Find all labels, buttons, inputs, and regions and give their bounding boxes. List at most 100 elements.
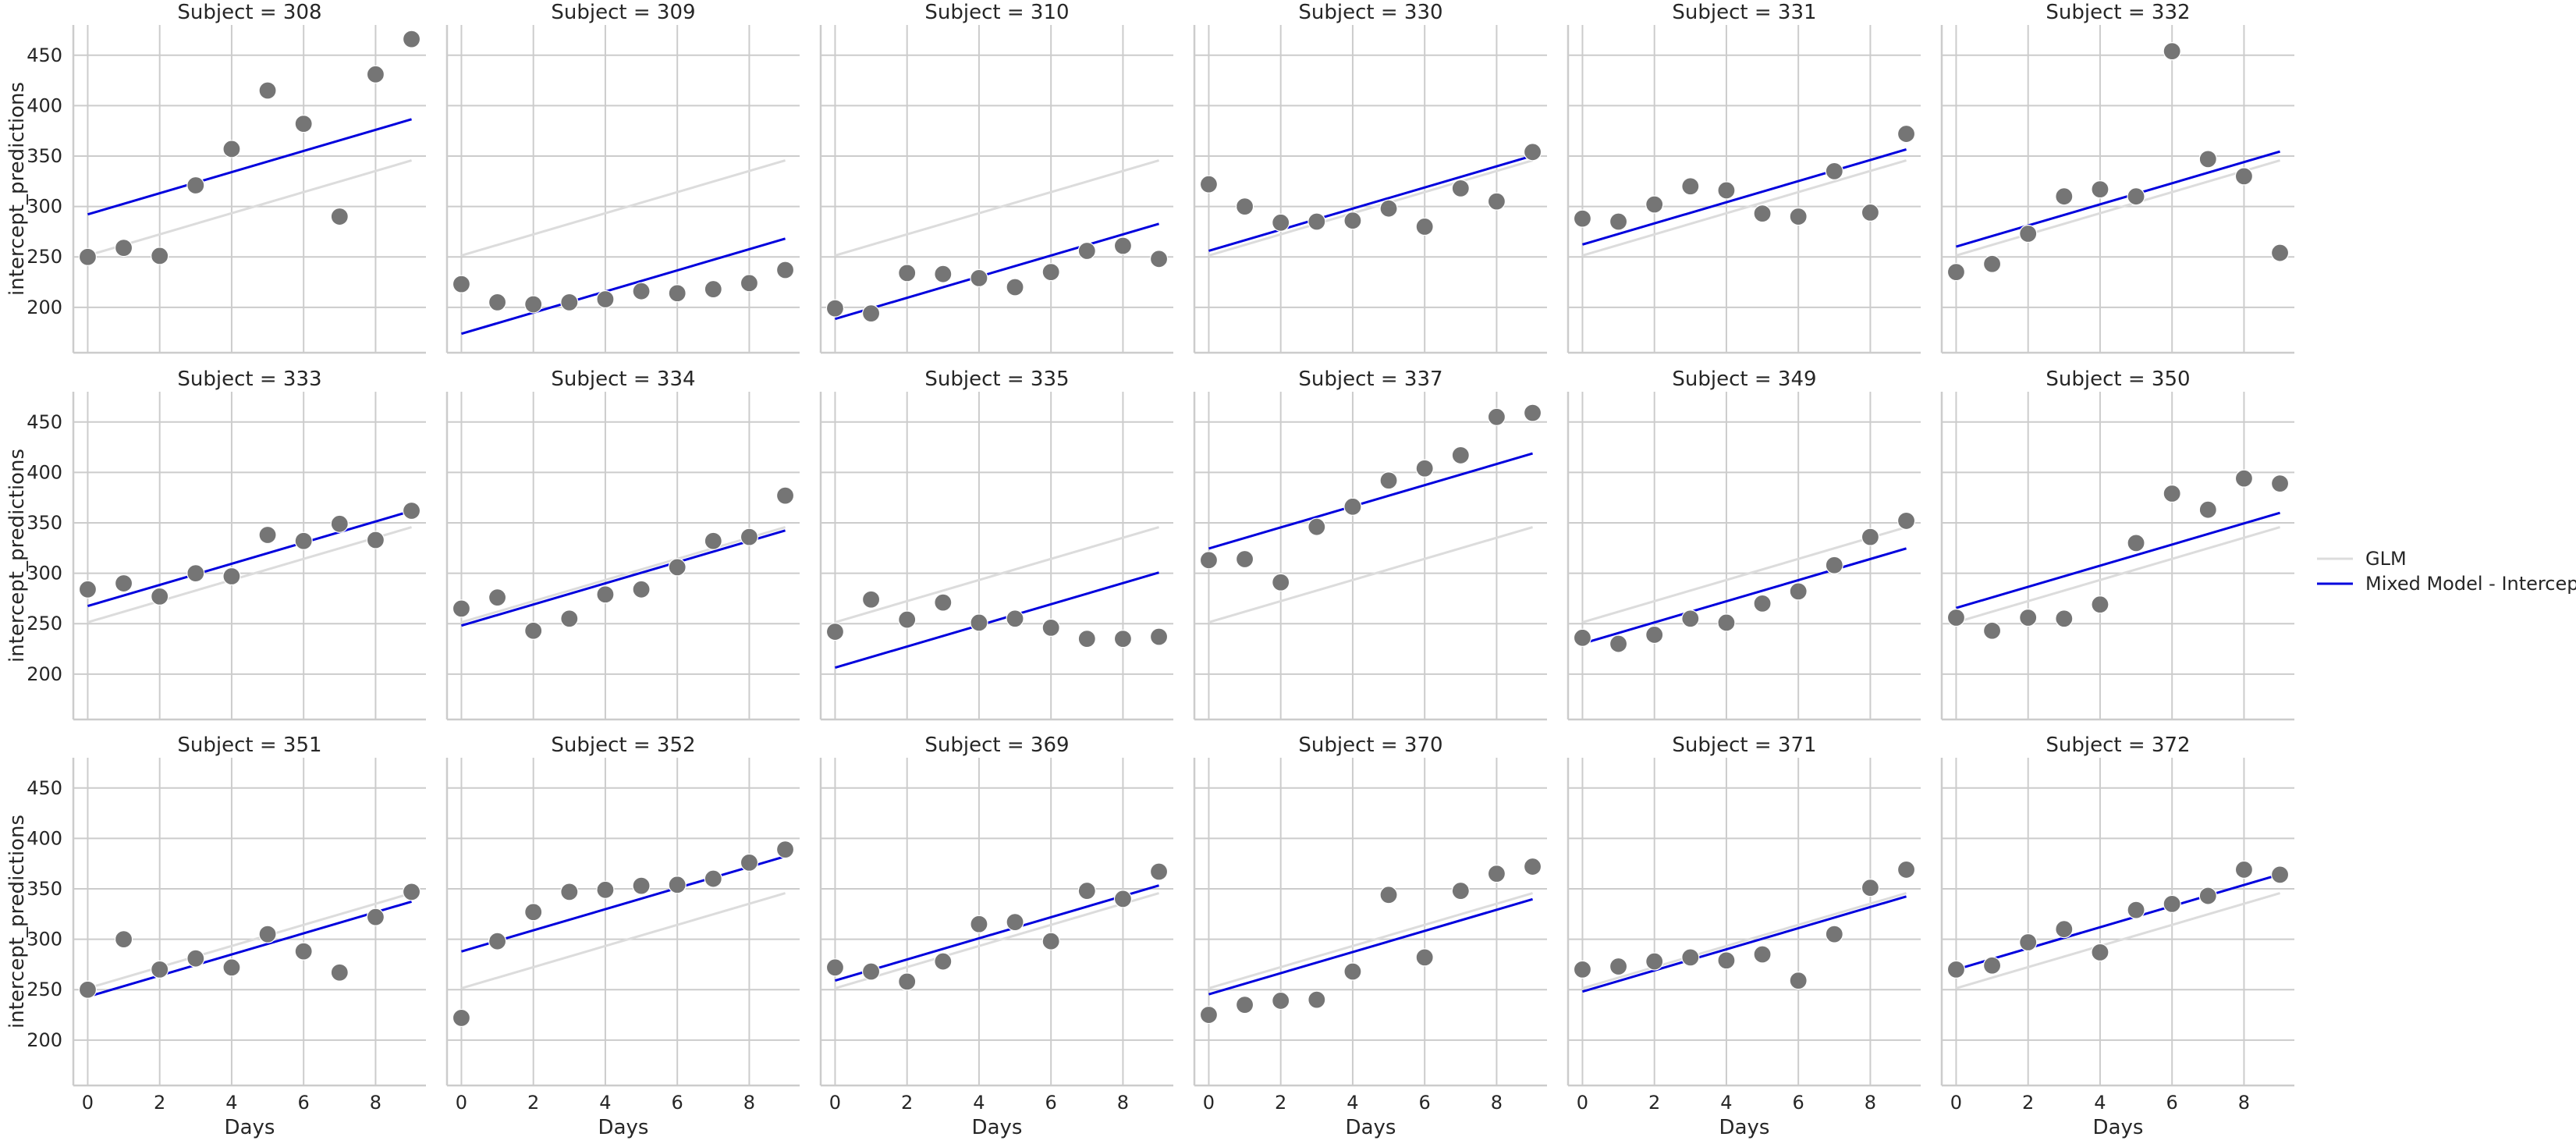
data-point bbox=[1861, 879, 1880, 897]
data-point bbox=[258, 81, 277, 100]
data-point bbox=[1077, 881, 1096, 901]
glm-line bbox=[1208, 526, 1533, 624]
y-tick-label: 450 bbox=[27, 44, 62, 66]
panel-title: Subject = 330 bbox=[1298, 1, 1442, 24]
data-point bbox=[632, 876, 651, 895]
x-tick-label: 8 bbox=[1491, 1092, 1503, 1114]
data-point bbox=[1825, 162, 1843, 180]
data-point bbox=[1451, 881, 1470, 901]
mixed-model-line bbox=[835, 222, 1159, 321]
x-tick-label: 4 bbox=[973, 1092, 985, 1114]
panel-title: Subject = 349 bbox=[1672, 368, 1816, 391]
x-tick-label: 4 bbox=[599, 1092, 611, 1114]
data-point bbox=[2127, 187, 2145, 206]
data-point bbox=[524, 903, 543, 922]
panel-title: Subject = 335 bbox=[924, 368, 1069, 391]
data-point bbox=[151, 960, 169, 979]
data-point bbox=[1789, 582, 1808, 601]
data-point bbox=[825, 958, 845, 977]
data-point bbox=[560, 609, 579, 628]
data-point bbox=[186, 949, 205, 968]
x-tick-label: 0 bbox=[456, 1092, 467, 1114]
x-axis-label: Days bbox=[225, 1116, 275, 1139]
data-point bbox=[861, 304, 881, 323]
mixed-model-line bbox=[461, 237, 786, 336]
data-point bbox=[1717, 181, 1736, 200]
panel: Subject = 370 0 2 4 6 8 Days bbox=[1193, 734, 1547, 1139]
data-point bbox=[1272, 213, 1290, 232]
data-point bbox=[1573, 960, 1592, 979]
x-tick-label: 8 bbox=[370, 1092, 381, 1114]
glm-line bbox=[835, 159, 1159, 257]
data-point bbox=[1609, 957, 1628, 976]
y-tick-label: 250 bbox=[27, 246, 62, 268]
glm-line bbox=[1582, 159, 1907, 257]
panel: Subject = 334 bbox=[445, 368, 800, 721]
data-point bbox=[1415, 217, 1434, 236]
data-point bbox=[1308, 212, 1326, 231]
panel: Subject = 351 200 250 300 350 400 450 intercept… bbox=[5, 734, 426, 1139]
data-point bbox=[704, 279, 722, 299]
data-point bbox=[740, 853, 759, 872]
data-point bbox=[740, 528, 759, 546]
data-point bbox=[1113, 630, 1133, 648]
data-point bbox=[934, 952, 953, 971]
y-tick-label: 300 bbox=[27, 929, 62, 950]
glm-line bbox=[1582, 892, 1907, 989]
data-point bbox=[1379, 886, 1398, 904]
mixed-model-line bbox=[1582, 148, 1907, 246]
data-point bbox=[1609, 212, 1628, 231]
data-point bbox=[1308, 990, 1326, 1009]
data-point bbox=[1041, 618, 1060, 638]
data-point bbox=[632, 580, 651, 599]
data-point bbox=[1645, 952, 1664, 971]
glm-line bbox=[1208, 159, 1533, 257]
y-tick-label: 250 bbox=[27, 613, 62, 634]
x-tick-label: 4 bbox=[2094, 1092, 2106, 1114]
data-point bbox=[1149, 250, 1169, 268]
panel: Subject = 310 bbox=[819, 1, 1173, 354]
data-point bbox=[294, 942, 313, 961]
data-point bbox=[452, 1008, 471, 1028]
panel-title: Subject = 310 bbox=[924, 1, 1069, 24]
data-point bbox=[1573, 628, 1592, 647]
x-axis-label: Days bbox=[972, 1116, 1023, 1139]
panel: Subject = 330 bbox=[1193, 1, 1547, 354]
y-tick-label: 300 bbox=[27, 563, 62, 584]
panel-title: Subject = 350 bbox=[2046, 368, 2190, 391]
data-point bbox=[1681, 177, 1700, 196]
mixed-model-line bbox=[1208, 897, 1533, 996]
data-point bbox=[668, 558, 687, 577]
data-point bbox=[1149, 627, 1169, 646]
data-point bbox=[2163, 41, 2181, 61]
data-point bbox=[970, 915, 988, 933]
x-axis-label: Days bbox=[1346, 1116, 1396, 1139]
data-point bbox=[78, 580, 98, 599]
y-axis-label: intercept_predictions bbox=[5, 82, 29, 296]
glm-line bbox=[1956, 526, 2280, 624]
mixed-model-line bbox=[87, 900, 412, 998]
x-axis-label: Days bbox=[598, 1116, 649, 1139]
data-point bbox=[330, 963, 349, 982]
data-point bbox=[1041, 932, 1060, 950]
glm-line bbox=[87, 159, 412, 257]
data-point bbox=[1451, 179, 1470, 197]
mixed-model-line bbox=[1956, 150, 2280, 248]
data-point bbox=[2270, 243, 2290, 262]
y-tick-label: 200 bbox=[27, 1029, 62, 1051]
data-point bbox=[2127, 901, 2145, 919]
data-point bbox=[1006, 913, 1024, 932]
x-tick-label: 2 bbox=[1648, 1092, 1660, 1114]
data-point bbox=[2270, 865, 2290, 884]
data-point bbox=[1861, 528, 1880, 546]
data-point bbox=[1523, 143, 1542, 162]
data-point bbox=[825, 622, 845, 641]
data-point bbox=[934, 593, 953, 612]
data-point bbox=[1199, 551, 1219, 570]
glm-line bbox=[1956, 159, 2280, 257]
panel: Subject = 332 bbox=[1940, 1, 2294, 354]
data-point bbox=[2163, 484, 2181, 503]
mixed-model-line bbox=[461, 529, 786, 627]
glm-line bbox=[1208, 892, 1533, 989]
